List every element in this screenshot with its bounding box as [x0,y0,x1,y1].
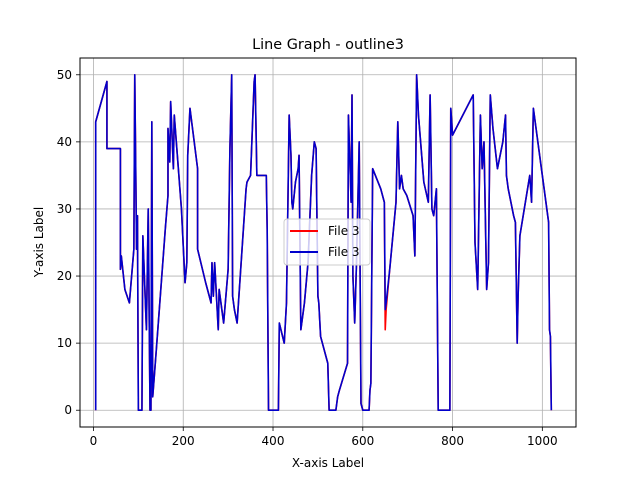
y-tick-label: 20 [57,269,72,283]
y-axis-label: Y-axis Label [32,207,46,278]
x-tick-label: 600 [351,434,374,448]
y-tick-label: 30 [57,202,72,216]
y-tick-label: 10 [57,336,72,350]
x-axis-label: X-axis Label [292,456,364,470]
y-tick-label: 0 [64,403,72,417]
x-tick-label: 1000 [527,434,558,448]
y-tick-label: 50 [57,68,72,82]
series-line-2 [94,73,553,412]
legend-label-series-2: File 3 [328,245,360,259]
series-lines [94,73,553,412]
x-tick-label: 400 [262,434,285,448]
x-tick-label: 800 [441,434,464,448]
x-tick-label: 200 [172,434,195,448]
x-tick-label: 0 [90,434,98,448]
plot-area-frame [79,57,577,428]
chart-title: Line Graph - outline3 [252,37,404,53]
legend: File 3 File 3 [283,218,371,266]
legend-label-series-1: File 3 [328,224,360,238]
y-tick-label: 40 [57,135,72,149]
axis-ticks: 0 200 400 600 800 1000 0 10 20 30 40 50 [57,68,558,448]
